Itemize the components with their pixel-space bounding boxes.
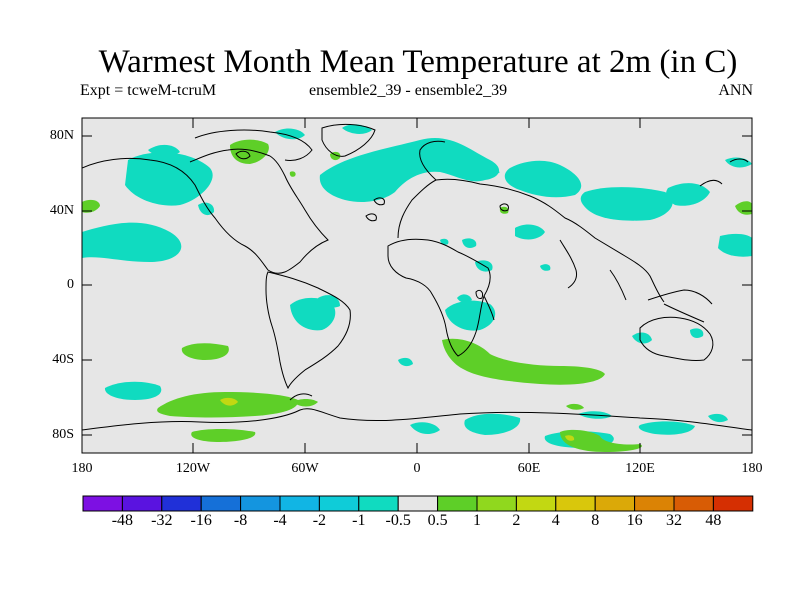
- colorbar: [82, 495, 754, 512]
- colorbar-swatch: [358, 495, 399, 512]
- lat-tick-label: 80S: [52, 427, 74, 442]
- colorbar-label: -1: [352, 512, 366, 529]
- colorbar-label: -16: [190, 512, 212, 529]
- colorbar-label: 2: [512, 512, 521, 529]
- colorbar-swatch: [279, 495, 320, 512]
- colorbar-swatch: [594, 495, 636, 512]
- colorbar-swatch: [318, 495, 360, 512]
- colorbar-swatch: [515, 495, 557, 512]
- colorbar-swatch: [437, 495, 478, 512]
- colorbar-label: 8: [591, 512, 600, 529]
- colorbar-label: -32: [151, 512, 173, 529]
- colorbar-label: 32: [666, 512, 682, 529]
- lon-tick-label: 60W: [291, 461, 319, 476]
- lat-tick-label: 40N: [49, 203, 74, 218]
- colorbar-swatch: [673, 495, 714, 512]
- colorbar-swatch: [161, 495, 202, 512]
- colorbar-swatch: [555, 495, 596, 512]
- colorbar-label: -48: [111, 512, 134, 529]
- lat-tick-label: 80N: [49, 128, 74, 143]
- colorbar-swatch: [121, 495, 163, 512]
- colorbar-label: 48: [705, 512, 722, 529]
- lon-tick-label: 60E: [517, 461, 541, 476]
- experiment-label: Expt = tcweM-tcruM: [80, 82, 217, 99]
- anomaly-fields: [82, 124, 752, 452]
- colorbar-label: -2: [312, 512, 327, 529]
- coastlines: [82, 123, 752, 431]
- lon-tick-label: 180: [741, 461, 763, 476]
- colorbar-label: 0.5: [427, 512, 448, 529]
- colorbar-label: 4: [551, 512, 560, 529]
- colorbar-label: -0.5: [385, 512, 411, 529]
- colorbar-swatch: [200, 495, 242, 512]
- axis-ticks: [82, 118, 752, 453]
- colorbar-label: -8: [233, 512, 248, 529]
- colorbar-label: 16: [626, 512, 643, 529]
- colorbar-swatch: [82, 495, 123, 512]
- lat-tick-label: 0: [67, 277, 74, 292]
- colorbar-swatch: [634, 495, 675, 512]
- colorbar-swatch: [397, 495, 439, 512]
- lon-tick-label: 180: [71, 461, 93, 476]
- lon-tick-label: 0: [413, 461, 421, 476]
- colorbar-label: -4: [273, 512, 287, 529]
- season-label: ANN: [718, 82, 753, 99]
- lat-tick-label: 40S: [52, 352, 74, 367]
- map-title: Warmest Month Mean Temperature at 2m (in…: [98, 44, 738, 80]
- colorbar-label: 1: [473, 512, 481, 529]
- colorbar-swatch: [240, 495, 281, 512]
- lon-tick-label: 120W: [175, 461, 211, 476]
- colorbar-swatch: [476, 495, 517, 512]
- colorbar-swatch: [712, 495, 754, 512]
- lon-tick-label: 120E: [625, 461, 655, 476]
- ensemble-label: ensemble2_39 - ensemble2_39: [309, 82, 508, 99]
